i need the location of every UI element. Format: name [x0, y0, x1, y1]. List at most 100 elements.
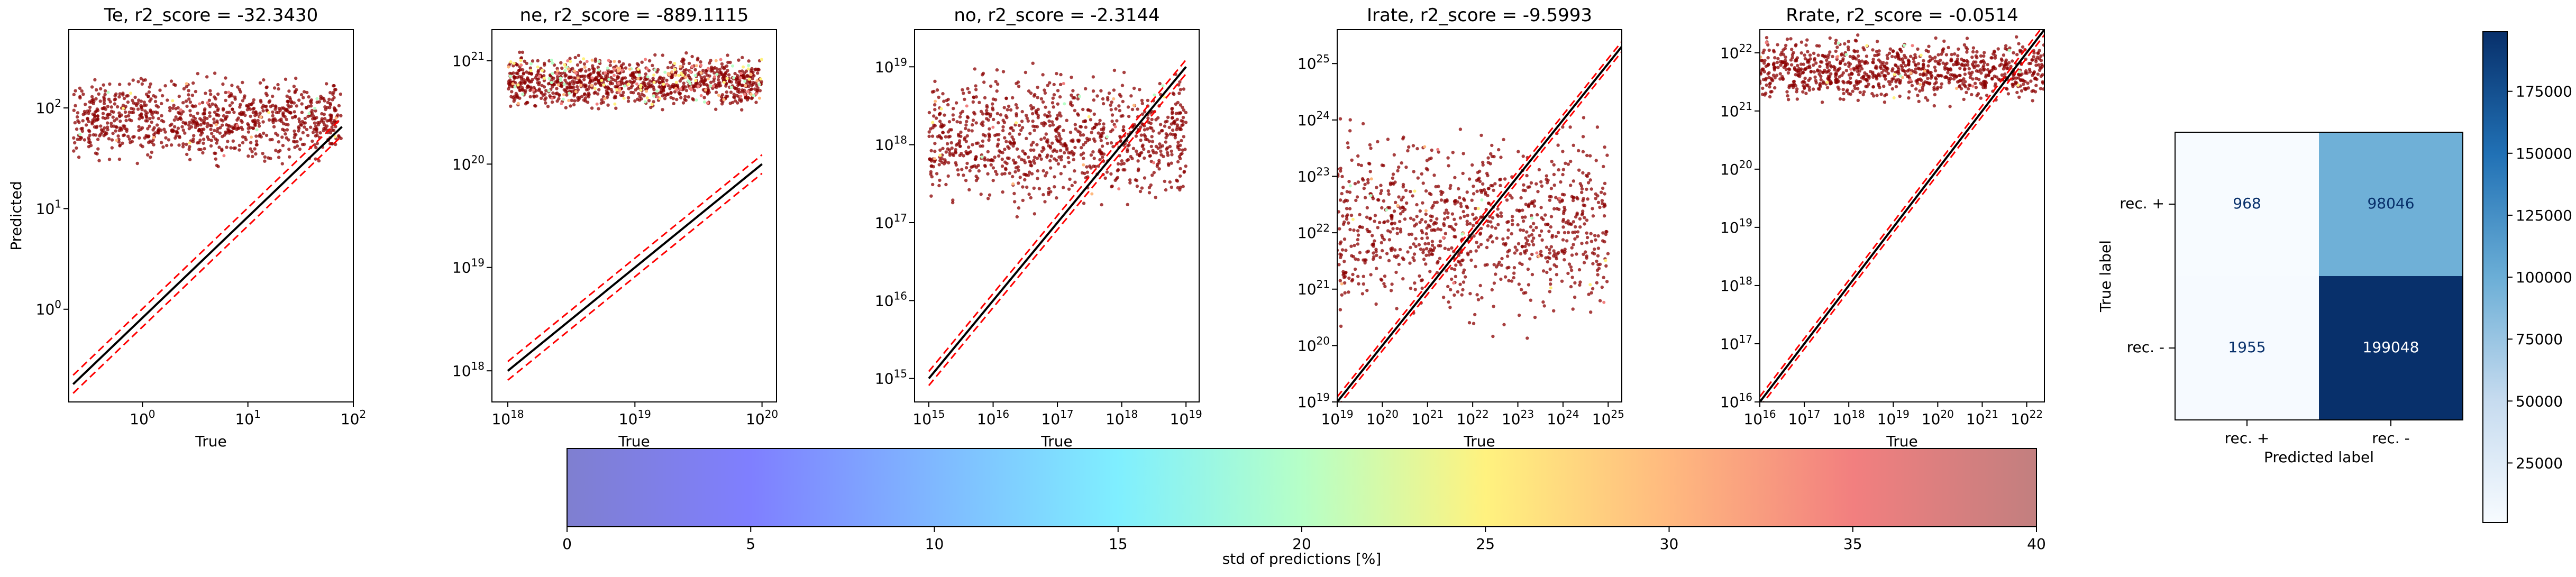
- scatter-point: [1342, 276, 1346, 279]
- scatter-point: [181, 121, 185, 124]
- scatter-point: [971, 143, 974, 146]
- scatter-point: [1138, 88, 1141, 91]
- scatter-point: [1585, 256, 1588, 260]
- scatter-point: [1437, 185, 1440, 188]
- scatter-point: [113, 102, 117, 106]
- y-tick-label: 1019: [1298, 391, 1330, 411]
- scatter-point: [307, 104, 310, 108]
- scatter-point: [1168, 144, 1172, 149]
- scatter-point: [1885, 93, 1888, 96]
- scatter-point-highlight: [1423, 145, 1427, 149]
- scatter-point: [311, 117, 315, 121]
- scatter-point: [941, 92, 945, 96]
- scatter-point: [534, 104, 537, 108]
- scatter-point: [1456, 200, 1459, 204]
- scatter-point: [937, 163, 941, 167]
- scatter-point: [107, 158, 112, 161]
- scatter-point: [1818, 83, 1822, 87]
- scatter-point: [1927, 60, 1931, 63]
- scatter-point: [1070, 184, 1074, 187]
- scatter-point: [1338, 227, 1341, 231]
- scatter-point: [1337, 174, 1340, 178]
- scatter-point: [86, 117, 89, 121]
- scatter-point: [1508, 194, 1512, 197]
- scatter-point: [1341, 214, 1345, 218]
- scatter-point-highlight: [1825, 80, 1829, 84]
- scatter-point: [309, 125, 313, 129]
- scatter-point-highlight: [652, 73, 656, 77]
- scatter-point-highlight: [931, 121, 935, 124]
- scatter-point: [1596, 246, 1601, 250]
- scatter-point: [967, 188, 971, 191]
- scatter-point: [1029, 104, 1033, 108]
- scatter-point: [1914, 63, 1918, 68]
- scatter-point: [99, 87, 103, 91]
- scatter-point: [1430, 252, 1433, 256]
- scatter-point: [1020, 120, 1024, 123]
- scatter-point: [1552, 249, 1556, 253]
- scatter-point: [1549, 187, 1554, 190]
- scatter-point: [277, 150, 280, 154]
- scatter-point: [927, 130, 931, 134]
- scatter-point: [202, 121, 205, 125]
- scatter-point: [954, 148, 957, 152]
- scatter-point: [684, 89, 689, 93]
- scatter-point: [258, 81, 262, 85]
- scatter-point: [573, 56, 577, 60]
- scatter-point-highlight: [1893, 72, 1896, 76]
- scatter-point: [1530, 233, 1534, 237]
- scatter-point: [756, 67, 760, 71]
- scatter-point: [250, 102, 253, 106]
- scatter-point-highlight: [1480, 198, 1484, 202]
- scatter-point: [2038, 68, 2042, 72]
- scatter-point: [1053, 175, 1056, 179]
- scatter-point: [1021, 198, 1025, 203]
- scatter-point: [1057, 155, 1061, 159]
- scatter-point: [1122, 162, 1126, 166]
- scatter-point: [1929, 76, 1933, 80]
- scatter-point: [1032, 148, 1036, 152]
- scatter-point: [236, 85, 240, 89]
- scatter-point: [2020, 89, 2024, 93]
- scatter-point: [2011, 59, 2014, 63]
- scatter-point: [964, 140, 969, 143]
- scatter-point: [1595, 281, 1598, 285]
- scatter-point: [719, 95, 724, 99]
- scatter-point: [1926, 64, 1930, 68]
- scatter-point: [1571, 231, 1575, 234]
- scatter-point: [1174, 102, 1178, 106]
- scatter-point: [1530, 252, 1534, 257]
- scatter-point: [267, 100, 271, 104]
- scatter-point: [1463, 214, 1466, 218]
- scatter-point: [672, 102, 675, 105]
- scatter-point: [1401, 277, 1405, 281]
- scatter-point: [1173, 136, 1177, 140]
- scatter-point: [173, 83, 177, 87]
- scatter-point-highlight: [938, 153, 942, 157]
- scatter-point: [1871, 58, 1875, 61]
- scatter-point: [1080, 146, 1083, 150]
- scatter-point: [286, 123, 290, 127]
- scatter-point: [2000, 73, 2004, 77]
- scatter-point-highlight: [1460, 232, 1464, 236]
- scatter-point: [1088, 164, 1092, 168]
- scatter-point: [640, 92, 644, 96]
- scatter-point-highlight: [623, 84, 626, 88]
- y-tick-label: 1025: [1298, 52, 1330, 72]
- scatter-point: [271, 110, 275, 114]
- scatter-point: [1349, 213, 1354, 217]
- scatter-point: [300, 111, 304, 114]
- scatter-point: [1472, 322, 1476, 325]
- scatter-point: [1857, 54, 1860, 58]
- scatter-point: [518, 88, 522, 93]
- scatter-point: [983, 164, 987, 168]
- scatter-point: [729, 80, 733, 84]
- scatter-point-highlight: [562, 93, 565, 96]
- scatter-point: [126, 94, 130, 98]
- scatter-point: [1468, 222, 1472, 226]
- scatter-point: [563, 78, 567, 82]
- scatter-point: [1126, 144, 1130, 148]
- scatter-point-highlight: [532, 88, 535, 92]
- scatter-point: [1055, 196, 1058, 200]
- scatter-point: [1984, 75, 1988, 79]
